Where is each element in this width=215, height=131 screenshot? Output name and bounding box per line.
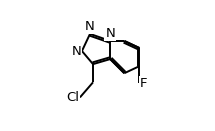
Text: N: N [72,45,81,58]
Text: N: N [85,20,95,33]
Text: Cl: Cl [66,91,79,104]
Text: F: F [140,77,148,90]
Text: N: N [105,27,115,40]
